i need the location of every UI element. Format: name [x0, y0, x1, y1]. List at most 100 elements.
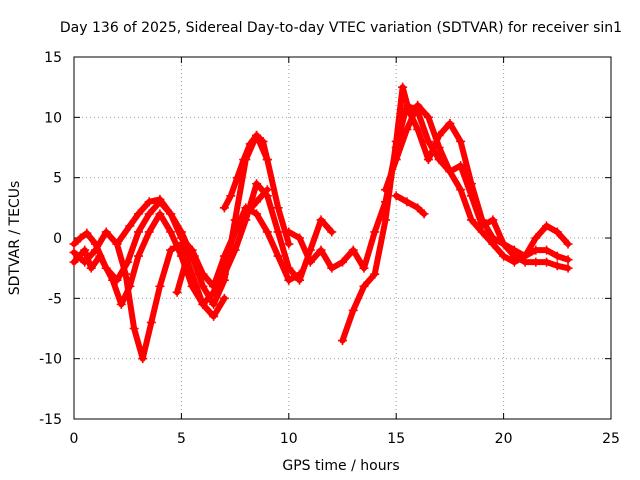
data-point-marker [198, 281, 208, 291]
data-point-marker [144, 197, 154, 207]
data-point-marker [69, 257, 79, 267]
data-point-marker [477, 221, 487, 231]
data-point-marker [273, 251, 283, 261]
data-point-marker [252, 130, 262, 140]
data-point-marker [327, 227, 337, 237]
data-point-marker [391, 191, 401, 201]
series-band [339, 84, 571, 344]
data-point-marker [359, 263, 369, 273]
data-point-marker [245, 139, 255, 149]
data-point-marker [552, 227, 562, 237]
data-point-marker [187, 281, 197, 291]
data-point-marker [413, 124, 423, 134]
data-point-marker [327, 263, 337, 273]
data-point-marker [209, 311, 219, 321]
data-point-marker [542, 221, 552, 231]
data-point-marker [273, 203, 283, 213]
data-point-marker [144, 209, 154, 219]
y-tick-label: 5 [53, 171, 62, 187]
data-point-marker [284, 263, 294, 273]
data-point-marker [456, 136, 466, 146]
data-point-marker [520, 251, 530, 261]
data-point-marker [370, 269, 380, 279]
data-point-marker [262, 227, 272, 237]
data-point-marker [101, 227, 111, 237]
data-point-marker [116, 299, 126, 309]
x-tick-label: 5 [177, 431, 186, 447]
y-tick-label: 10 [44, 110, 62, 126]
data-point-marker [552, 261, 562, 271]
series-band [382, 102, 571, 260]
x-axis-title: GPS time / hours [282, 458, 399, 474]
data-point-marker [219, 251, 229, 261]
data-point-marker [316, 245, 326, 255]
data-point-marker [252, 209, 262, 219]
data-point-marker [258, 136, 268, 146]
data-point-marker [488, 233, 498, 243]
data-point-marker [456, 185, 466, 195]
data-point-marker [370, 227, 380, 237]
data-point-marker [125, 221, 135, 231]
data-point-marker [316, 215, 326, 225]
data-point-marker [295, 233, 305, 243]
data-point-marker [166, 245, 176, 255]
data-point-marker [391, 155, 401, 165]
series-arc-9 [380, 100, 573, 261]
data-point-marker [445, 118, 455, 128]
data-point-marker [219, 269, 229, 279]
data-point-marker [402, 124, 412, 134]
series-band [393, 192, 428, 217]
series-arc-6 [219, 130, 272, 213]
data-point-marker [531, 245, 541, 255]
x-tick-label: 0 [70, 431, 79, 447]
data-point-marker [284, 275, 294, 285]
data-point-marker [129, 324, 139, 333]
data-point-marker [198, 299, 208, 309]
data-point-marker [262, 155, 272, 165]
data-point-marker [466, 215, 476, 225]
data-point-marker [456, 161, 466, 171]
data-point-marker [434, 143, 444, 152]
data-point-marker [391, 136, 401, 146]
series-arc-10 [391, 191, 429, 219]
data-point-marker [499, 239, 509, 249]
data-point-marker [155, 194, 165, 204]
data-point-marker [380, 185, 390, 195]
data-point-marker [172, 287, 182, 297]
data-point-marker [531, 257, 541, 267]
series-band [285, 102, 571, 272]
data-point-marker [166, 209, 176, 219]
data-point-marker [380, 215, 390, 225]
data-point-marker [230, 245, 240, 255]
data-point-marker [176, 233, 186, 243]
data-point-marker [262, 185, 272, 195]
data-point-marker [398, 82, 408, 92]
data-point-marker [155, 281, 165, 291]
data-point-marker [69, 247, 79, 257]
y-tick-label: -5 [48, 291, 62, 307]
data-point-marker [230, 215, 240, 225]
data-point-marker [232, 173, 242, 183]
data-point-marker [241, 209, 251, 219]
data-point-marker [305, 257, 315, 267]
data-point-marker [226, 191, 236, 201]
y-tick-label: 0 [53, 231, 62, 247]
series-arc-8 [338, 82, 573, 346]
data-point-marker [295, 275, 305, 285]
data-point-marker [80, 245, 90, 255]
chart-title: Day 136 of 2025, Sidereal Day-to-day VTE… [60, 20, 622, 36]
data-point-marker [155, 209, 165, 219]
data-point-marker [359, 281, 369, 291]
series-band [71, 229, 228, 362]
data-point-marker [338, 257, 347, 267]
data-point-marker [552, 251, 562, 261]
data-point-marker [419, 209, 429, 219]
data-point-marker [252, 179, 262, 189]
x-tick-labels: 0 5 10 15 20 25 [70, 431, 620, 447]
data-point-marker [423, 155, 433, 165]
data-point-marker [348, 305, 358, 315]
x-tick-label: 20 [495, 431, 513, 447]
data-point-marker [542, 257, 552, 267]
data-point-marker [138, 354, 148, 364]
